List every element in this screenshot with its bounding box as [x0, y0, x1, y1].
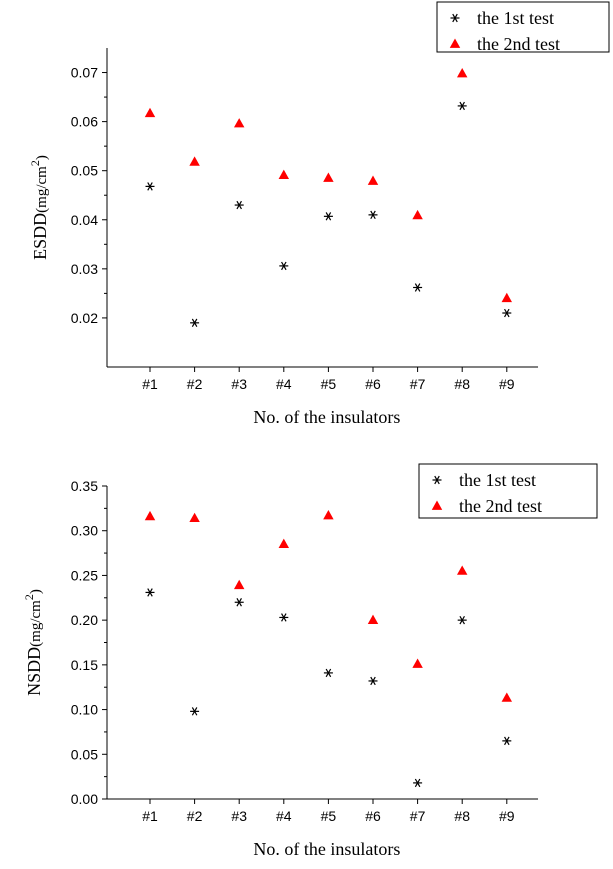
data-point-test1	[279, 613, 289, 622]
series-1-points	[145, 101, 512, 328]
x-tick-label: #4	[276, 808, 292, 824]
legend-entry-label: the 2nd test	[477, 34, 560, 54]
data-point-test2	[412, 658, 423, 668]
x-tick-label: #1	[142, 808, 158, 824]
y-tick-label: 0.05	[71, 163, 98, 179]
data-point-test1	[279, 261, 289, 271]
y-tick-label: 0.00	[71, 791, 98, 807]
x-tick-label: #6	[365, 808, 381, 824]
data-point-test2	[456, 68, 468, 78]
x-tick-label: #7	[410, 376, 426, 392]
data-point-test1	[190, 318, 200, 328]
data-point-test2	[278, 169, 290, 179]
legend-box	[418, 463, 598, 519]
y-axis-title: ESDD(mg/cm2)	[28, 155, 50, 260]
data-point-test1	[368, 676, 378, 686]
data-point-test1	[413, 778, 423, 788]
x-tick-label: #2	[187, 376, 203, 392]
data-point-test2	[323, 510, 334, 520]
data-point-test1	[368, 210, 378, 220]
data-point-test2	[323, 172, 334, 182]
y-tick-label: 0.04	[71, 212, 98, 228]
data-point-test1	[502, 736, 512, 746]
data-point-test1	[457, 615, 467, 625]
x-tick-label: #6	[365, 376, 381, 392]
y-tick-label: 0.02	[71, 310, 98, 326]
legend: the 1st test the 2nd test	[418, 463, 598, 519]
data-point-test1	[234, 200, 244, 210]
series-2-points	[144, 510, 513, 702]
data-point-test2	[412, 209, 423, 220]
x-tick-label: #9	[499, 808, 515, 824]
x-tick-label: #3	[231, 808, 247, 824]
x-tick-label: #5	[321, 376, 337, 392]
legend-marker	[450, 13, 460, 23]
legend-entry-label: the 2nd test	[459, 496, 542, 516]
data-point-test2	[233, 579, 245, 590]
data-point-test2	[189, 512, 200, 523]
data-point-test2	[501, 692, 513, 702]
y-tick-label: 0.03	[71, 261, 98, 277]
nsdd-chart: 0.00 0.05 0.10 0.15 0.20 0.25 0.30 0.35 #1 #2 #3 #4…	[22, 463, 598, 859]
x-axis-title: No. of the insulators	[253, 839, 400, 859]
legend-entry-label: the 1st test	[459, 470, 536, 490]
legend-marker	[449, 38, 461, 48]
x-tick-label: #5	[321, 808, 337, 824]
data-point-test1	[457, 101, 467, 111]
legend-marker	[432, 475, 442, 485]
y-axis-title: NSDD(mg/cm2)	[22, 589, 44, 696]
legend-marker	[431, 500, 443, 510]
data-point-test1	[234, 598, 244, 607]
data-point-test1	[502, 308, 512, 318]
data-point-test2	[367, 175, 379, 185]
y-tick-label: 0.10	[71, 702, 98, 718]
y-tick-label: 0.30	[71, 523, 98, 539]
data-point-test2	[144, 107, 156, 118]
x-tick-label: #3	[231, 376, 247, 392]
series-1-points	[145, 588, 512, 788]
data-point-test1	[190, 707, 200, 716]
series-2-points	[144, 68, 513, 303]
x-tick-label: #8	[454, 808, 470, 824]
data-point-test2	[144, 510, 156, 521]
data-point-test1	[413, 283, 423, 292]
x-tick-label: #4	[276, 376, 292, 392]
x-tick-label: #7	[410, 808, 426, 824]
y-tick-label: 0.15	[71, 657, 98, 673]
legend: the 1st test the 2nd test	[436, 1, 610, 54]
y-tick-label: 0.35	[71, 478, 98, 494]
x-tick-label: #1	[142, 376, 158, 392]
data-point-test2	[456, 565, 468, 575]
data-point-test2	[189, 156, 200, 166]
data-point-test1	[323, 668, 333, 678]
x-tick-label: #8	[454, 376, 470, 392]
data-point-test2	[278, 538, 290, 548]
data-point-test2	[501, 292, 513, 303]
y-tick-label: 0.05	[71, 746, 98, 762]
legend-entry-label: the 1st test	[477, 8, 554, 28]
x-tick-label: #2	[187, 808, 203, 824]
y-tick-label: 0.07	[71, 65, 98, 81]
data-point-test2	[367, 614, 379, 624]
y-tick-label: 0.06	[71, 114, 98, 130]
data-point-test2	[233, 118, 245, 128]
legend-box	[436, 1, 610, 53]
x-tick-label: #9	[499, 376, 515, 392]
esdd-chart: 0.02 0.03 0.04 0.05 0.06 0.07 #1 #2 #3 #4 #5 #6 #7 #8…	[28, 1, 610, 427]
data-point-test1	[323, 212, 333, 221]
data-point-test1	[145, 588, 155, 597]
data-point-test1	[145, 182, 155, 191]
x-axis-title: No. of the insulators	[253, 407, 400, 427]
y-tick-label: 0.25	[71, 567, 98, 583]
y-tick-label: 0.20	[71, 612, 98, 628]
